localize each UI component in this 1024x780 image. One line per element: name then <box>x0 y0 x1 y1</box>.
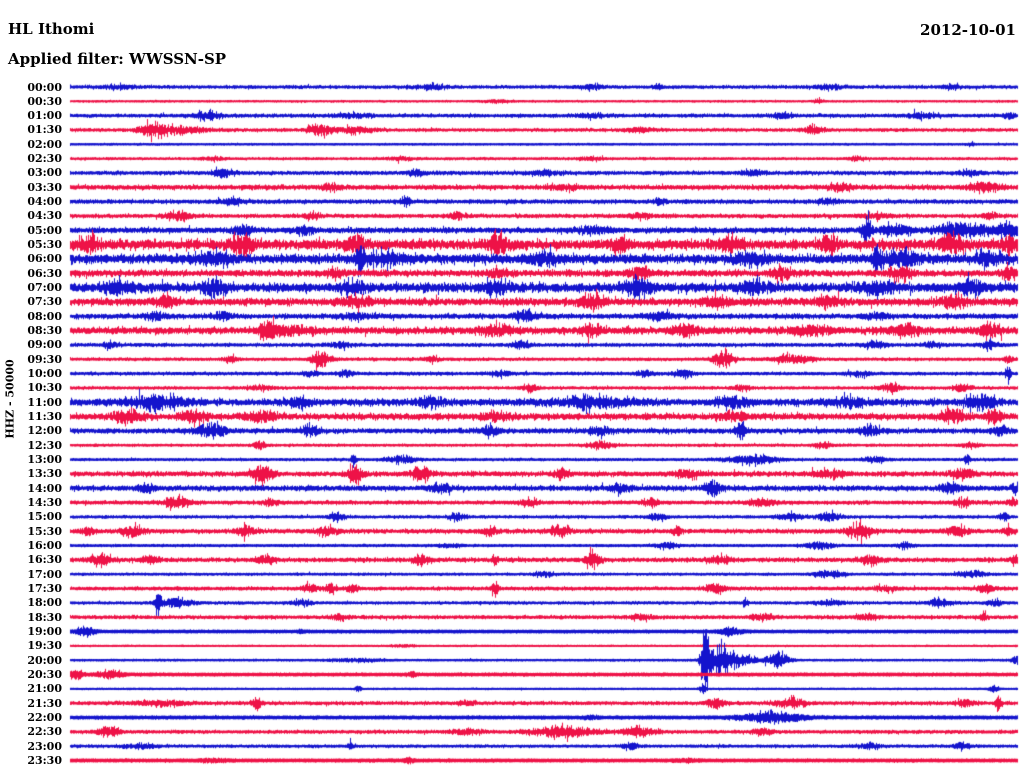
time-label: 17:30 <box>27 582 62 596</box>
time-label: 19:00 <box>27 625 62 639</box>
time-label: 14:30 <box>27 496 62 510</box>
time-label: 03:30 <box>27 180 62 194</box>
time-label: 02:30 <box>27 152 62 166</box>
time-label: 01:00 <box>27 109 62 123</box>
time-label: 20:30 <box>27 668 62 682</box>
time-label: 11:00 <box>27 395 62 409</box>
time-label-column: 00:00 00:30 01:00 01:30 02:00 02:30 03:00 03:30… <box>0 0 64 780</box>
time-label: 12:00 <box>27 424 62 438</box>
applied-filter-label: Applied filter: WWSSN-SP <box>8 50 227 68</box>
time-label: 17:00 <box>27 567 62 581</box>
time-label: 06:30 <box>27 266 62 280</box>
time-label: 18:30 <box>27 610 62 624</box>
time-label: 02:00 <box>27 137 62 151</box>
time-label: 10:30 <box>27 381 62 395</box>
time-label: 09:00 <box>27 338 62 352</box>
time-label: 11:30 <box>27 410 62 424</box>
time-label: 00:30 <box>27 94 62 108</box>
time-label: 03:00 <box>27 166 62 180</box>
time-label: 13:00 <box>27 453 62 467</box>
time-label: 08:30 <box>27 324 62 338</box>
time-label: 22:00 <box>27 711 62 725</box>
time-label: 08:00 <box>27 309 62 323</box>
time-label: 21:00 <box>27 682 62 696</box>
time-label: 20:00 <box>27 653 62 667</box>
time-label: 10:00 <box>27 367 62 381</box>
station-title: HL Ithomi <box>8 20 95 38</box>
time-label: 04:30 <box>27 209 62 223</box>
time-label: 07:00 <box>27 281 62 295</box>
time-label: 12:30 <box>27 438 62 452</box>
time-label: 04:00 <box>27 195 62 209</box>
date-label: 2012-10-01 <box>920 21 1016 39</box>
time-label: 07:30 <box>27 295 62 309</box>
time-label: 13:30 <box>27 467 62 481</box>
time-label: 06:00 <box>27 252 62 266</box>
time-label: 22:30 <box>27 725 62 739</box>
time-label: 05:00 <box>27 223 62 237</box>
time-label: 16:30 <box>27 553 62 567</box>
time-label: 14:00 <box>27 481 62 495</box>
time-label: 05:30 <box>27 238 62 252</box>
time-label: 09:30 <box>27 352 62 366</box>
time-label: 21:30 <box>27 696 62 710</box>
time-label: 16:00 <box>27 539 62 553</box>
time-label: 01:30 <box>27 123 62 137</box>
time-label: 23:00 <box>27 739 62 753</box>
time-label: 00:00 <box>27 80 62 94</box>
time-label: 23:30 <box>27 754 62 767</box>
time-label: 15:00 <box>27 510 62 524</box>
time-label: 18:00 <box>27 596 62 610</box>
time-label: 19:30 <box>27 639 62 653</box>
time-label: 15:30 <box>27 524 62 538</box>
